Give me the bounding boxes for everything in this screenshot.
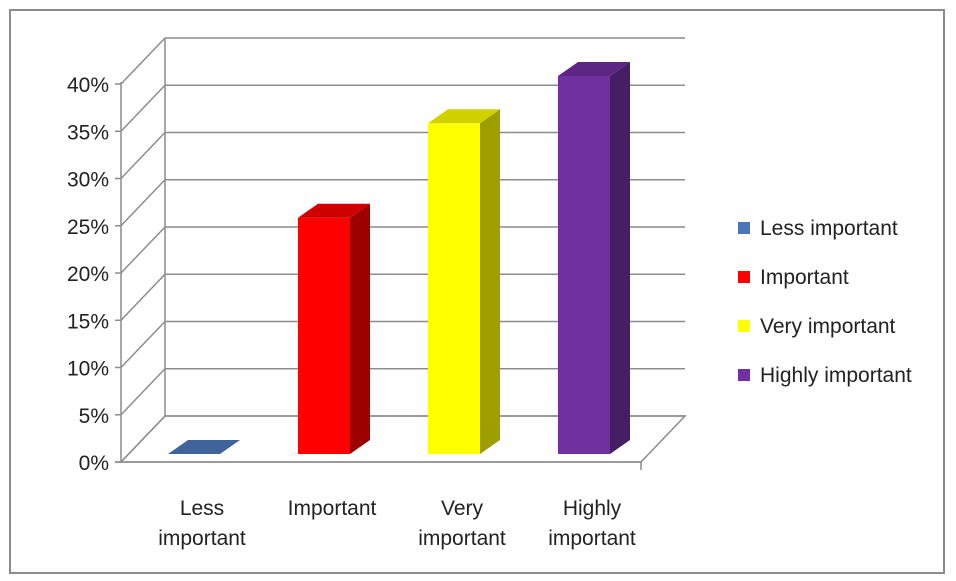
x-tick-label: Less important	[158, 497, 246, 550]
legend-item: Less important	[738, 217, 898, 240]
axes	[115, 38, 641, 463]
legend-item: Important	[738, 266, 849, 289]
gridline-side	[120, 415, 166, 463]
bar-highly-important	[558, 62, 630, 454]
y-tick-label: 0%	[79, 452, 109, 475]
legend-swatch	[738, 271, 750, 283]
legend-swatch	[738, 222, 750, 234]
x-tick-label: Very important	[418, 497, 506, 550]
legend-label: Very important	[760, 315, 896, 338]
gridline-side	[120, 226, 166, 274]
bar-side	[610, 62, 630, 454]
y-tick-label: 20%	[67, 263, 109, 286]
x-tick-label: Important	[288, 497, 377, 520]
y-tick-label: 10%	[67, 358, 109, 381]
legend-item: Highly important	[738, 364, 912, 387]
bar-top	[558, 62, 630, 76]
y-tick-label: 5%	[79, 405, 109, 428]
legend-label: Highly important	[760, 364, 912, 387]
gridline-side	[120, 320, 166, 369]
bar-front	[428, 123, 480, 454]
bar-top	[168, 440, 240, 454]
bar-top	[428, 109, 500, 124]
gridline-side	[120, 131, 166, 180]
bar-less-important	[168, 440, 240, 454]
legend-label: Important	[760, 266, 849, 289]
gridline-side	[120, 37, 166, 85]
y-tick-label: 35%	[67, 121, 109, 144]
legend-label: Less important	[760, 217, 898, 240]
legend: Less important Important Very important Hig…	[738, 217, 912, 387]
gridline-side	[120, 84, 166, 132]
chart-frame	[9, 9, 945, 574]
legend-item: Very important	[738, 315, 896, 338]
y-tick-label: 25%	[67, 216, 109, 239]
gridline-side	[120, 179, 166, 227]
x-tick-label: Highly important	[548, 497, 636, 550]
bar-important	[298, 203, 370, 454]
bar-side	[350, 203, 370, 454]
bars	[168, 62, 630, 454]
y-tick-label: 40%	[67, 74, 109, 97]
legend-swatch	[738, 369, 750, 381]
bar-very-important	[428, 109, 500, 454]
legend-swatch	[738, 320, 750, 332]
y-tick-label: 30%	[67, 169, 109, 192]
gridline-side	[120, 273, 166, 321]
bar-front	[298, 217, 350, 454]
y-tick-label: 15%	[67, 310, 109, 333]
gridline-side	[120, 368, 166, 416]
bar-side	[480, 109, 500, 454]
bar-top	[298, 203, 370, 218]
bar-front	[558, 76, 610, 454]
x-tick-labels: Less important Important Very important Highl…	[158, 497, 636, 550]
y-tick-labels: 0% 5% 10% 15% 20% 25% 30% 35% 40%	[67, 74, 109, 475]
